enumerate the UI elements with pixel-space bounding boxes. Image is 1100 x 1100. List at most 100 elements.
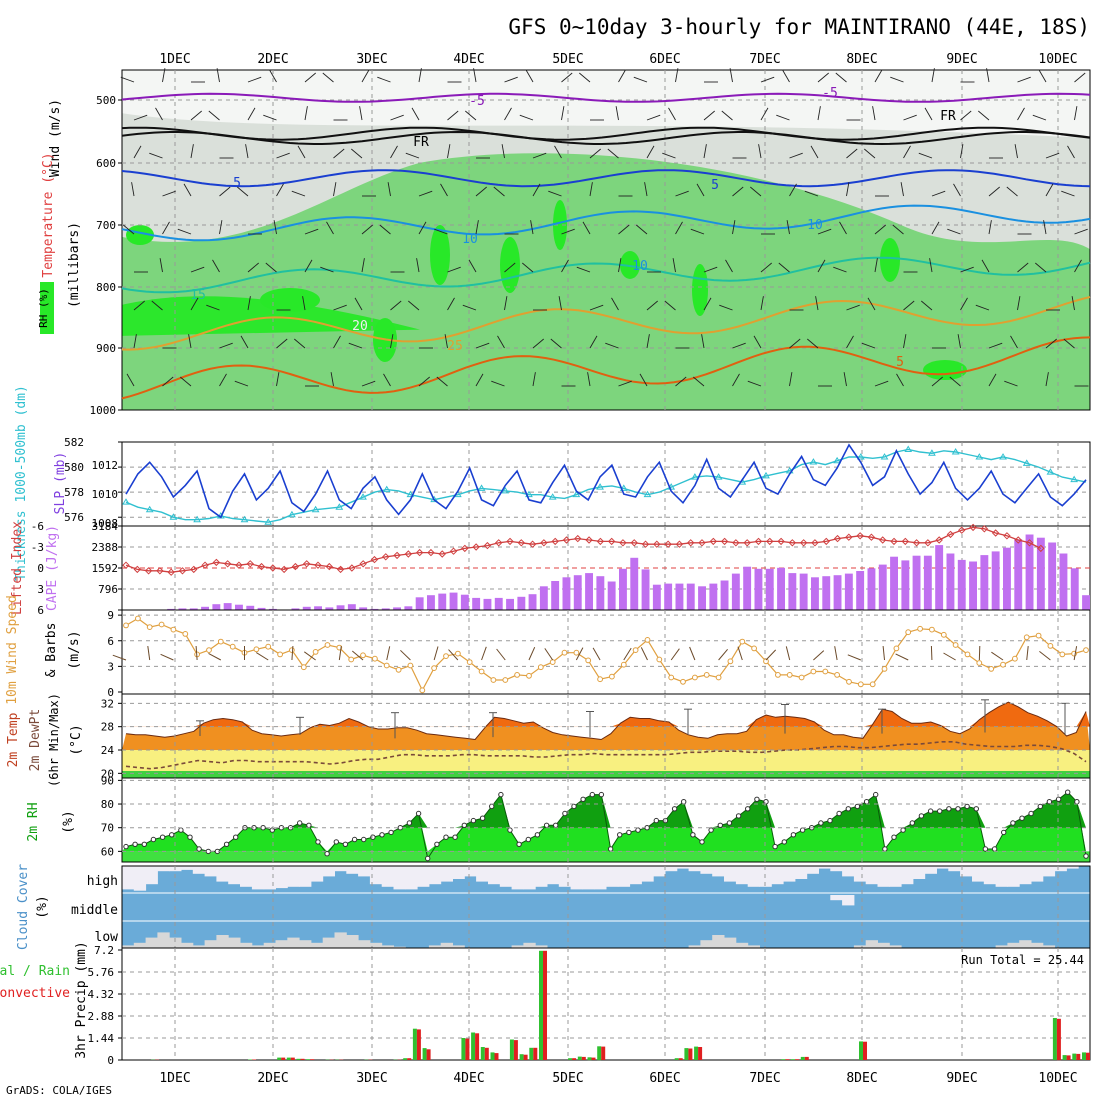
wind-barb: [931, 190, 946, 197]
wind-barb: [592, 647, 601, 661]
wind-barb: [351, 148, 363, 159]
wind-barb: [760, 107, 769, 121]
wind-speed-point: [964, 651, 971, 658]
wind-barb: [579, 72, 591, 83]
rh-point: [754, 796, 760, 802]
wind-barb: [618, 258, 622, 273]
wind-barb: [1045, 152, 1060, 159]
cloud-high-clear: [735, 866, 749, 885]
rh-shading: [620, 251, 640, 279]
wind-barb: [247, 107, 256, 121]
precip-convective-bar: [426, 1049, 431, 1060]
lifted-index-point: [235, 561, 243, 569]
cloud-high-clear: [299, 866, 312, 887]
wind-barb: [988, 342, 1003, 349]
cape-bar: [878, 564, 887, 610]
wind-barb: [693, 376, 705, 387]
cloud-low-clear: [240, 942, 253, 948]
rh-point: [1001, 829, 1007, 836]
date-label: 5DEC: [552, 1071, 583, 1086]
wind-speed-point: [431, 665, 438, 671]
precip-convective-bar: [785, 1059, 790, 1060]
cloud-low-clear: [157, 932, 170, 948]
precip-convective-bar: [513, 1040, 518, 1060]
precip-convective-bar: [290, 1057, 295, 1060]
wind-barb: [611, 297, 619, 311]
cloud-high-clear: [842, 866, 855, 877]
thickness-point: [430, 495, 439, 503]
tick-label: 0: [37, 562, 44, 575]
cape-bar: [630, 557, 639, 610]
rh-shading: [692, 264, 708, 316]
precip-convective-bar: [494, 1053, 499, 1060]
wind-speed-point: [360, 652, 366, 659]
thickness-point: [501, 486, 510, 494]
wind-barb: [1074, 106, 1078, 121]
wind-speed-point: [407, 662, 414, 669]
contour-label: 25: [447, 339, 463, 354]
precip-total-bar: [480, 1047, 485, 1060]
cape-bar: [720, 580, 729, 610]
cloud-high-clear: [570, 866, 583, 890]
cloud-low-clear: [310, 942, 324, 948]
cloud-low-clear: [251, 945, 265, 948]
cloud-high-clear: [676, 866, 690, 869]
cape-bar: [325, 607, 334, 610]
wind-barb: [361, 380, 376, 387]
date-label: 10DEC: [1038, 1071, 1077, 1086]
temp2m-panel: 32 28 24 20 2m Temp 2m DewPt (6hr Min/Max) (°C): [6, 693, 1091, 787]
wind-barb: [760, 296, 764, 311]
wind-barb: [462, 304, 477, 311]
wind-barb: [219, 186, 231, 197]
thickness-point: [1070, 475, 1079, 483]
cloud-low-clear: [712, 935, 725, 948]
contour-label: 15: [190, 288, 206, 303]
wind-barb: [587, 372, 591, 387]
cape-bar: [189, 608, 198, 610]
rh-point: [443, 834, 449, 840]
precip-convective-bar: [601, 1046, 606, 1060]
wind-barb: [847, 654, 862, 661]
wind-barb: [247, 296, 251, 311]
wind-barb: [177, 228, 192, 235]
wind-barb: [789, 372, 793, 387]
axis-label-thickness: Thickness 1000-500mb (dm): [14, 385, 29, 581]
wind-barb: [361, 224, 373, 235]
wind-barb: [690, 228, 705, 235]
cloud-low-clear: [1042, 945, 1056, 948]
wind-barb: [760, 76, 775, 83]
cape-bar: [201, 606, 209, 610]
wind-speed-point: [170, 626, 177, 633]
upper-air-panel: -5 -5 FR FR 5 5 10 10 10 15 20 25 5 500 600 700 800 900 10…: [37, 68, 1091, 417]
wind-speed-point: [265, 643, 272, 650]
wind-barb: [208, 652, 222, 661]
wind-barb: [133, 300, 145, 311]
wind10-panel: 9 6 3 0 10m Wind Speed & Barbs (m/s): [5, 595, 1091, 705]
cloud-high-clear: [889, 866, 902, 887]
wind-speed-point: [846, 678, 852, 685]
wind-barb: [986, 68, 990, 83]
wind-speed-point: [1059, 651, 1066, 658]
wind-barb: [322, 72, 334, 83]
wind-barb: [817, 228, 832, 235]
thickness-point: [928, 449, 936, 456]
wind-barb: [1063, 338, 1075, 349]
rh-point: [1028, 810, 1034, 817]
lifted-index-point: [156, 567, 164, 575]
wind-barb: [386, 646, 391, 661]
precip-convective-bar: [416, 1029, 421, 1060]
cloud-high-clear: [1042, 866, 1056, 877]
lifted-index-point: [314, 561, 322, 569]
lifted-index-point: [822, 537, 830, 546]
date-label: 3DEC: [356, 52, 387, 67]
wind-speed-point: [277, 651, 284, 658]
tick-label: 900: [96, 342, 116, 355]
thickness-point: [477, 484, 486, 491]
cloud-high-clear: [228, 866, 241, 885]
rh-point: [964, 803, 970, 810]
cape-bar: [562, 577, 571, 610]
wind-speed-point: [632, 647, 639, 653]
cloud-low-clear: [192, 945, 206, 948]
wind-barb: [418, 221, 427, 235]
wind-barb: [703, 266, 718, 273]
